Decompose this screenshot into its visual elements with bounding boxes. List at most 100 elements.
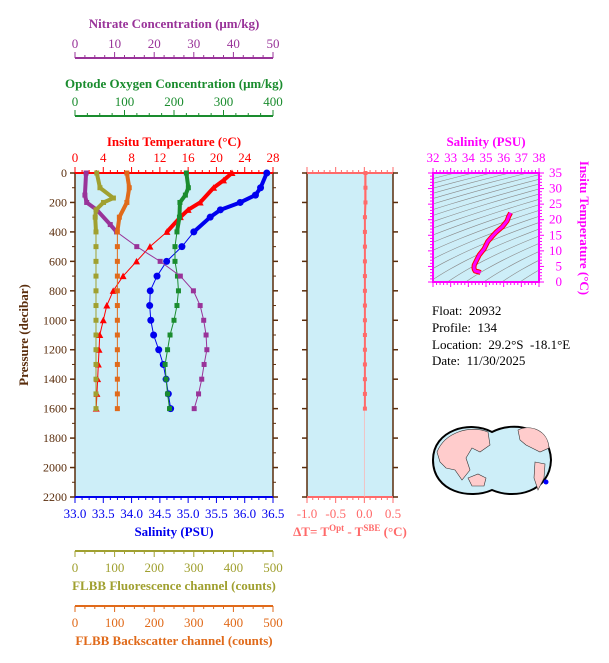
backscatter-point [114,406,120,412]
delta-t-point [362,244,367,249]
backscatter-point [114,347,120,353]
ts-plot-area [433,173,539,282]
ts-x-tick-label: 33 [444,150,457,165]
salinity-point [163,257,171,265]
delta-t-point [362,288,367,293]
delta-t-tick-label: -1.0 [297,506,318,521]
temperature-tick-label: 4 [100,150,107,165]
salinity-point [263,169,271,177]
temperature-point [220,176,227,184]
fluorescence-point [93,273,99,279]
nitrate-point [157,258,163,264]
delta-t-point [362,259,367,264]
fluorescence-point [93,288,99,294]
float-location-marker [543,479,549,485]
salinity-point [216,206,224,214]
nitrate-point [84,199,90,205]
temperature-tick-label: 24 [238,150,252,165]
nitrate-tick-label: 0 [72,36,79,51]
temperature-tick-label: 8 [128,150,135,165]
backscatter-point [114,317,120,323]
temperature-point [196,198,204,206]
fluorescence-point [93,376,99,382]
density-contour [433,193,539,229]
backscatter-tick-label: 300 [184,615,204,630]
delta-t-point [363,171,368,175]
delta-t-axis-title-part: SBE [363,523,380,533]
temperature-point [228,169,236,176]
density-contour [433,228,539,280]
pressure-tick-label: 1400 [43,372,67,386]
delta-t-axis-title-part: (°C) [380,524,407,539]
oxygen-point [171,317,177,323]
salinity-point [153,272,161,280]
delta-t-tick-label: -0.5 [325,506,346,521]
temperature-tick-label: 12 [153,150,166,165]
pressure-tick-label: 2200 [43,490,67,504]
delta-t-point [362,362,367,367]
salinity-point [257,184,265,192]
fluorescence-point [93,258,99,264]
oxygen-tick-label: 300 [214,94,234,109]
backscatter-point [114,303,120,309]
salinity-point [155,346,163,354]
density-contour [433,173,529,199]
oxygen-point [174,229,180,235]
nitrate-tick-label: 20 [148,36,161,51]
ts-x-tick-label: 38 [533,150,546,165]
temperature-tick-label: 16 [182,150,196,165]
pressure-tick-label: 400 [49,225,67,239]
delta-t-axis-title-part: Opt [329,523,344,533]
map-land-south-america [533,461,546,491]
ts-y-tick-label: 25 [549,196,562,211]
fluorescence-point [93,244,99,250]
nitrate-point [203,332,209,338]
delta-t-point [363,200,368,205]
delta-t-point [363,185,368,190]
nitrate-tick-label: 50 [267,36,280,51]
ts-x-tick-label: 34 [462,150,476,165]
pressure-tick-label: 1200 [43,343,67,357]
nitrate-point [177,273,183,279]
oxygen-tick-label: 400 [263,94,283,109]
salinity-axis-title: Salinity (PSU) [134,524,213,539]
map-land-australia [467,473,487,487]
salinity-tick-label: 34.0 [120,506,143,521]
density-contour [433,173,493,189]
oxygen-point [165,347,171,353]
salinity-tick-label: 34.5 [148,506,171,521]
pressure-tick-label: 800 [49,284,67,298]
backscatter-tick-label: 400 [224,615,244,630]
temperature-point [119,272,127,280]
fluorescence-point [93,303,99,309]
delta-t-tick-label: 0.0 [356,506,372,521]
backscatter-tick-label: 100 [105,615,125,630]
fluorescence-point [94,170,100,176]
density-contour [433,204,539,243]
nitrate-axis-title: Nitrate Concentration (μm/kg) [89,16,260,31]
backscatter-point [114,258,120,264]
location: Location: 29.2°S -18.1°E [432,337,571,352]
pressure-tick-label: 1000 [43,313,67,327]
map-land-north-america [517,427,550,453]
salinity-point [178,243,186,251]
density-contour [433,210,539,251]
backscatter-point [114,273,120,279]
salinity-tick-label: 33.5 [92,506,115,521]
profile-number: Profile: 134 [432,320,497,335]
oxygen-point [175,288,181,294]
delta-t-point [362,391,367,396]
pressure-tick-label: 1800 [43,431,67,445]
salinity-tick-label: 33.0 [64,506,87,521]
temperature-point [146,243,154,250]
nitrate-point [83,170,89,176]
oxygen-point [176,214,182,220]
fluorescence-point [93,361,99,367]
delta-t-axis-title: ΔT= TOpt - TSBE (°C) [293,523,407,539]
oxygen-tick-label: 200 [164,94,184,109]
temperature-point [210,184,218,191]
nitrate-point [134,244,140,250]
nitrate-point [204,347,210,353]
ts-curve [472,212,512,275]
fluorescence-tick-label: 300 [184,560,204,575]
